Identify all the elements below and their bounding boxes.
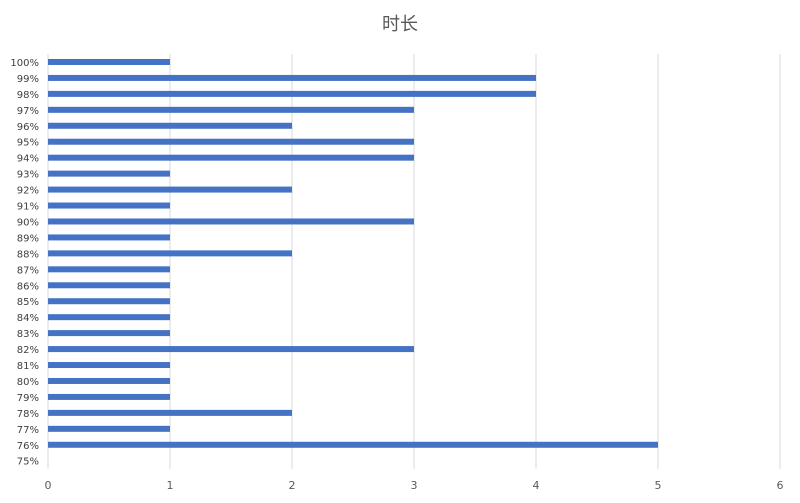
bar-86%: [48, 282, 170, 289]
category-label: 93%: [17, 170, 39, 181]
bar-99%: [48, 74, 536, 81]
category-label: 77%: [17, 425, 39, 436]
category-label: 81%: [17, 361, 39, 372]
bar-91%: [48, 202, 170, 209]
x-tick-label: 2: [289, 479, 296, 492]
bar-97%: [48, 106, 414, 113]
x-tick-label: 1: [167, 479, 174, 492]
category-label: 96%: [17, 122, 39, 133]
category-label: 94%: [17, 154, 39, 165]
category-label: 89%: [17, 233, 39, 244]
bar-89%: [48, 234, 170, 241]
category-label: 86%: [17, 281, 39, 292]
gridlines: [47, 54, 781, 469]
x-tick-label: 0: [45, 479, 52, 492]
bar-80%: [48, 377, 170, 384]
bar-81%: [48, 362, 170, 369]
bar-93%: [48, 170, 170, 177]
bars: [48, 58, 658, 448]
category-label: 76%: [17, 441, 39, 452]
chart-title: 时长: [382, 14, 418, 35]
category-label: 100%: [10, 58, 39, 69]
bar-84%: [48, 314, 170, 321]
category-label: 85%: [17, 297, 39, 308]
category-label: 80%: [17, 377, 39, 388]
bar-94%: [48, 154, 414, 161]
x-tick-label: 3: [411, 479, 418, 492]
bar-87%: [48, 266, 170, 273]
category-label: 88%: [17, 249, 39, 260]
bar-77%: [48, 425, 170, 432]
category-label: 91%: [17, 202, 39, 213]
bar-96%: [48, 122, 292, 129]
category-labels: 100% 99% 98% 97% 96% 95% 94% 93% 92% 91% 90% 89% 88%…: [10, 58, 39, 468]
x-tick-labels: 0 1 2 3 4 5 6: [45, 479, 784, 492]
category-label: 87%: [17, 265, 39, 276]
category-label: 82%: [17, 345, 39, 356]
category-label: 78%: [17, 409, 39, 420]
bar-98%: [48, 90, 536, 97]
x-tick-label: 4: [533, 479, 540, 492]
x-tick-label: 5: [655, 479, 662, 492]
bar-85%: [48, 298, 170, 305]
category-label: 83%: [17, 329, 39, 340]
category-label: 92%: [17, 186, 39, 197]
bar-90%: [48, 218, 414, 225]
bar-100%: [48, 58, 170, 65]
bar-92%: [48, 186, 292, 193]
bar-78%: [48, 409, 292, 416]
bar-76%: [48, 441, 658, 448]
bar-83%: [48, 330, 170, 337]
bar-82%: [48, 346, 414, 353]
bar-79%: [48, 393, 170, 400]
category-label: 99%: [17, 74, 39, 85]
bar-88%: [48, 250, 292, 257]
category-label: 79%: [17, 393, 39, 404]
category-label: 98%: [17, 90, 39, 101]
category-label: 84%: [17, 313, 39, 324]
category-label: 95%: [17, 138, 39, 149]
bar-95%: [48, 138, 414, 145]
category-label: 90%: [17, 217, 39, 228]
x-tick-label: 6: [777, 479, 784, 492]
category-label: 75%: [17, 457, 39, 468]
category-label: 97%: [17, 106, 39, 117]
